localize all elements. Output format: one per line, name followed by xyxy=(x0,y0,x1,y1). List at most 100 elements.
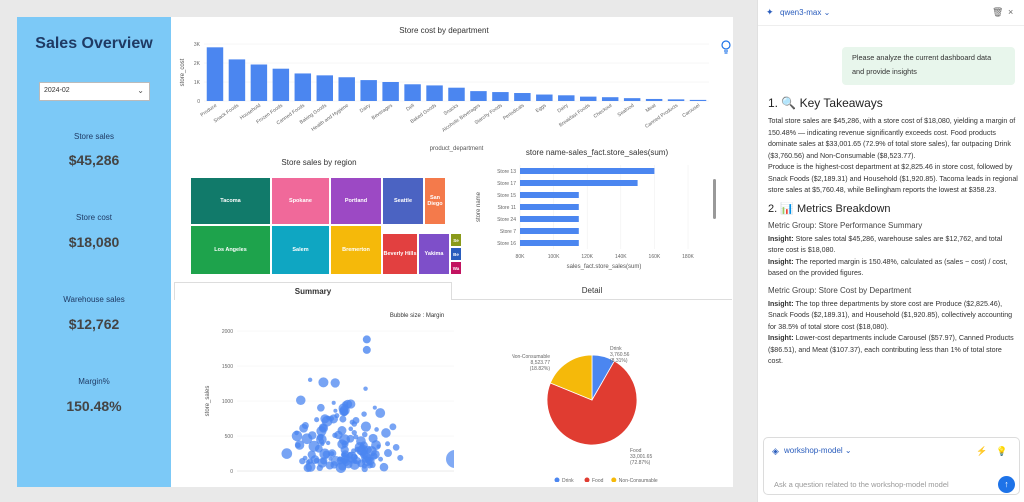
x-tick-label: Produce xyxy=(199,103,218,119)
chat-composer: ◈ workshop-model ⌄ ⚡ 💡 Ask a question re… xyxy=(763,437,1020,495)
legend-swatch xyxy=(611,477,617,482)
dept-bar xyxy=(645,98,663,101)
treemap-cell[interactable]: Los Angeles xyxy=(190,225,271,275)
x-tick-label: Beverages xyxy=(371,102,394,121)
pie-label-non-consumable: 8,523.77 xyxy=(531,360,551,366)
treemap-cell[interactable]: Beverly Hills xyxy=(382,233,418,275)
dept-bar xyxy=(338,77,355,101)
scatter-point xyxy=(281,448,293,459)
legend-swatch xyxy=(584,477,590,482)
dept-bar xyxy=(492,92,509,101)
treemap-cell[interactable]: Be xyxy=(450,247,462,261)
insight-paragraph: Insight: The top three departments by st… xyxy=(768,299,1013,331)
pie-label-drink: (8.31%) xyxy=(610,358,628,364)
close-icon[interactable]: × xyxy=(1008,7,1014,17)
pie-label-food: Food xyxy=(630,448,642,454)
x-axis-label: sales_fact.store_sales(sum) xyxy=(567,264,642,270)
treemap-cell[interactable]: Portland xyxy=(330,177,382,225)
scatter-point xyxy=(372,405,377,410)
scatter-point xyxy=(308,440,320,452)
y-tick-label: 0 xyxy=(230,469,233,474)
store-bar xyxy=(520,240,579,246)
metric-group-heading: Metric Group: Store Performance Summary xyxy=(768,220,923,230)
x-tick-label: 80K xyxy=(516,254,526,260)
kpi-label-store-sales: Store sales xyxy=(73,132,115,141)
dept-bar xyxy=(426,85,443,101)
tab-summary[interactable]: Summary xyxy=(174,282,452,300)
store-bar xyxy=(520,180,638,186)
dept-bar xyxy=(206,47,224,101)
scatter-point xyxy=(374,427,379,432)
scatter-point xyxy=(361,411,367,417)
date-filter-select[interactable]: 2024-02 ⌄ xyxy=(39,82,150,101)
model-selector[interactable]: qwen3-max ⌄ xyxy=(780,8,831,17)
treemap-cell[interactable]: Yakima xyxy=(418,233,450,275)
dashboard-title: Sales Overview xyxy=(35,35,153,52)
dept-bar xyxy=(623,98,641,101)
scatter-point xyxy=(389,423,397,431)
send-button[interactable]: ↑ xyxy=(998,476,1015,493)
legend-label: Food xyxy=(592,478,604,482)
metric-group-heading: Metric Group: Store Cost by Department xyxy=(768,285,912,295)
treemap-cell[interactable]: Salem xyxy=(271,225,330,275)
y-tick-label: Store 7 xyxy=(500,229,516,235)
x-tick-label: Periodicals xyxy=(502,102,526,121)
tab-detail[interactable]: Detail xyxy=(581,286,603,295)
x-tick-label: Carousel xyxy=(681,103,701,119)
key-takeaways-heading: 1. 🔍 Key Takeaways xyxy=(768,96,883,110)
scatter-point xyxy=(307,450,316,459)
scatter-point xyxy=(320,457,328,465)
takeaway-paragraph-1: Total store sales are $45,286, with a st… xyxy=(768,117,1016,160)
scatter-point xyxy=(330,378,340,388)
y-tick-label: Store 15 xyxy=(497,193,516,199)
x-tick-label: Seafood xyxy=(617,103,636,119)
y-tick-label: Store 16 xyxy=(497,241,516,247)
scatter-point xyxy=(320,414,330,424)
y-tick-label: 0 xyxy=(197,99,200,105)
treemap-cell[interactable]: Se xyxy=(450,233,462,247)
scatter-point xyxy=(384,449,392,458)
treemap-cell[interactable]: San Diego xyxy=(424,177,446,225)
workshop-model-selector[interactable]: workshop-model ⌄ xyxy=(784,446,852,455)
treemap-cell[interactable]: Seattle xyxy=(382,177,424,225)
scatter-point xyxy=(318,377,329,388)
chat-input[interactable]: Ask a question related to the workshop-m… xyxy=(774,480,949,489)
y-axis-label: store_cost xyxy=(180,58,186,86)
scatter-point xyxy=(392,444,400,451)
pie-label-food: 33,001.65 xyxy=(630,454,652,460)
left-summary-panel: Sales Overview 2024-02 ⌄ Store sales $45… xyxy=(17,17,171,487)
scatter-point xyxy=(340,445,349,455)
dept-chart-title: Store cost by department xyxy=(399,26,489,35)
scatter-point xyxy=(305,461,316,472)
kpi-label-store-cost: Store cost xyxy=(75,213,112,222)
category-pie-chart: Drink3,760.56(8.31%)Non-Consumable8,523.… xyxy=(512,346,658,482)
pie-label-drink: Drink xyxy=(610,346,622,352)
lightning-icon[interactable]: ⚡ xyxy=(976,446,988,456)
dept-bar xyxy=(250,64,268,101)
dept-bar xyxy=(580,96,597,101)
scatter-point xyxy=(363,386,368,391)
treemap-cell[interactable]: Wa xyxy=(450,261,462,275)
dept-bar xyxy=(316,75,333,101)
model-icon: ◈ xyxy=(772,446,779,456)
chat-panel: ✦ qwen3-max ⌄ 🗑 × Please analyze the cur… xyxy=(757,0,1024,502)
scatter-point xyxy=(301,422,309,429)
treemap-cell[interactable]: Tacoma xyxy=(190,177,271,225)
dept-bar xyxy=(558,95,575,101)
chevron-down-icon: ⌄ xyxy=(137,86,144,95)
legend-swatch xyxy=(554,477,560,482)
scatter-point xyxy=(350,453,358,461)
scatter-point xyxy=(359,450,369,459)
clear-icon[interactable]: 🗑 xyxy=(992,7,1004,17)
scatter-point xyxy=(397,454,404,461)
treemap-cell[interactable]: Bremerton xyxy=(330,225,382,275)
lightbulb-icon[interactable] xyxy=(720,40,732,54)
x-tick-label: Deli xyxy=(405,103,416,113)
treemap-cell[interactable]: Spokane xyxy=(271,177,330,225)
x-tick-label: Dairy xyxy=(359,102,372,114)
scatter-point xyxy=(338,462,347,471)
lightbulb-icon[interactable]: 💡 xyxy=(996,446,1008,456)
x-tick-label: Dairy xyxy=(556,102,569,114)
scatter-point xyxy=(348,426,354,432)
